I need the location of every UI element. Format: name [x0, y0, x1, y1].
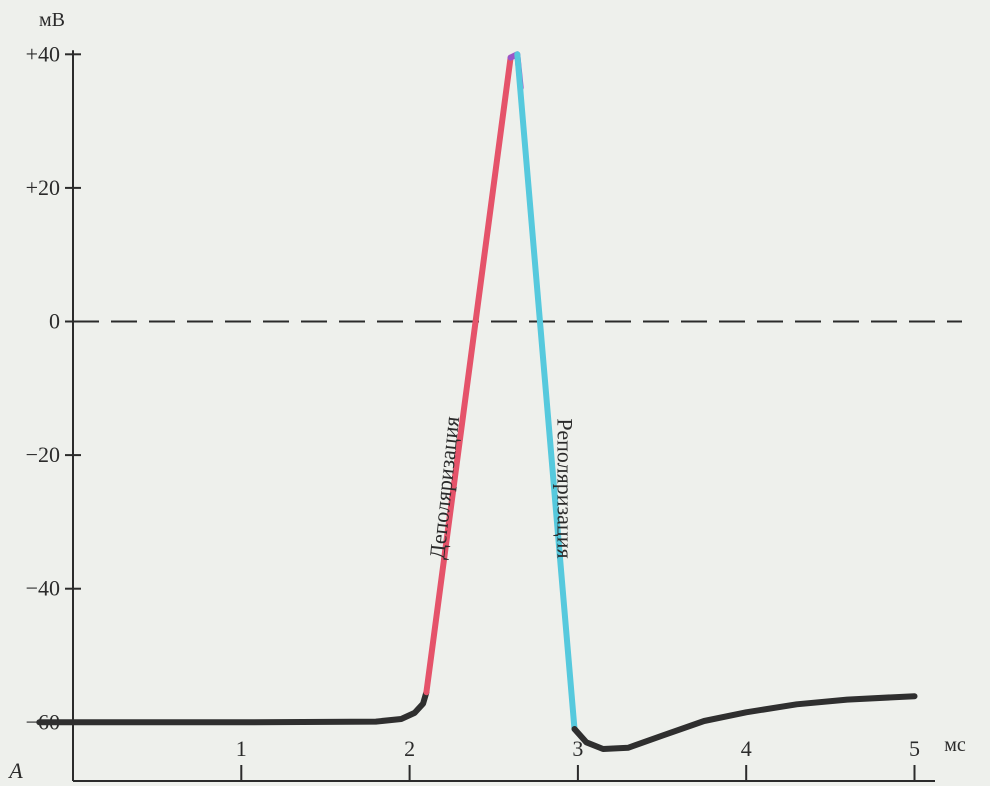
repolarization-label: Реполяризация	[553, 418, 578, 558]
depolarization-label: Деполяризация	[424, 415, 464, 560]
x-tick-label: 5	[909, 736, 920, 761]
x-tick-label: 4	[741, 736, 752, 761]
y-tick-label: +40	[26, 41, 60, 66]
y-tick-label: 0	[49, 309, 60, 334]
y-tick-label: −20	[26, 442, 60, 467]
series-line-depolarization	[423, 54, 514, 696]
annotations: Деполяризация Реполяризация	[424, 415, 577, 560]
series	[36, 51, 918, 752]
x-tick-label: 2	[404, 736, 415, 761]
y-tick-label: +20	[26, 175, 60, 200]
axes	[72, 50, 962, 782]
x-tick-label: 3	[572, 736, 583, 761]
y-tick-label: −40	[26, 576, 60, 601]
y-axis-unit: мВ	[39, 9, 65, 31]
series-line-repolarization	[514, 51, 578, 732]
ticks: +40+200−20−40−601 2 3 4 5	[26, 41, 920, 781]
panel-label: A	[7, 758, 23, 783]
labels: мВ мс A	[7, 9, 966, 783]
series-line-after-hyperpolarization	[571, 693, 918, 752]
series-line-resting	[36, 689, 430, 726]
x-axis-unit: мс	[944, 734, 966, 756]
x-tick-label: 1	[236, 736, 247, 761]
